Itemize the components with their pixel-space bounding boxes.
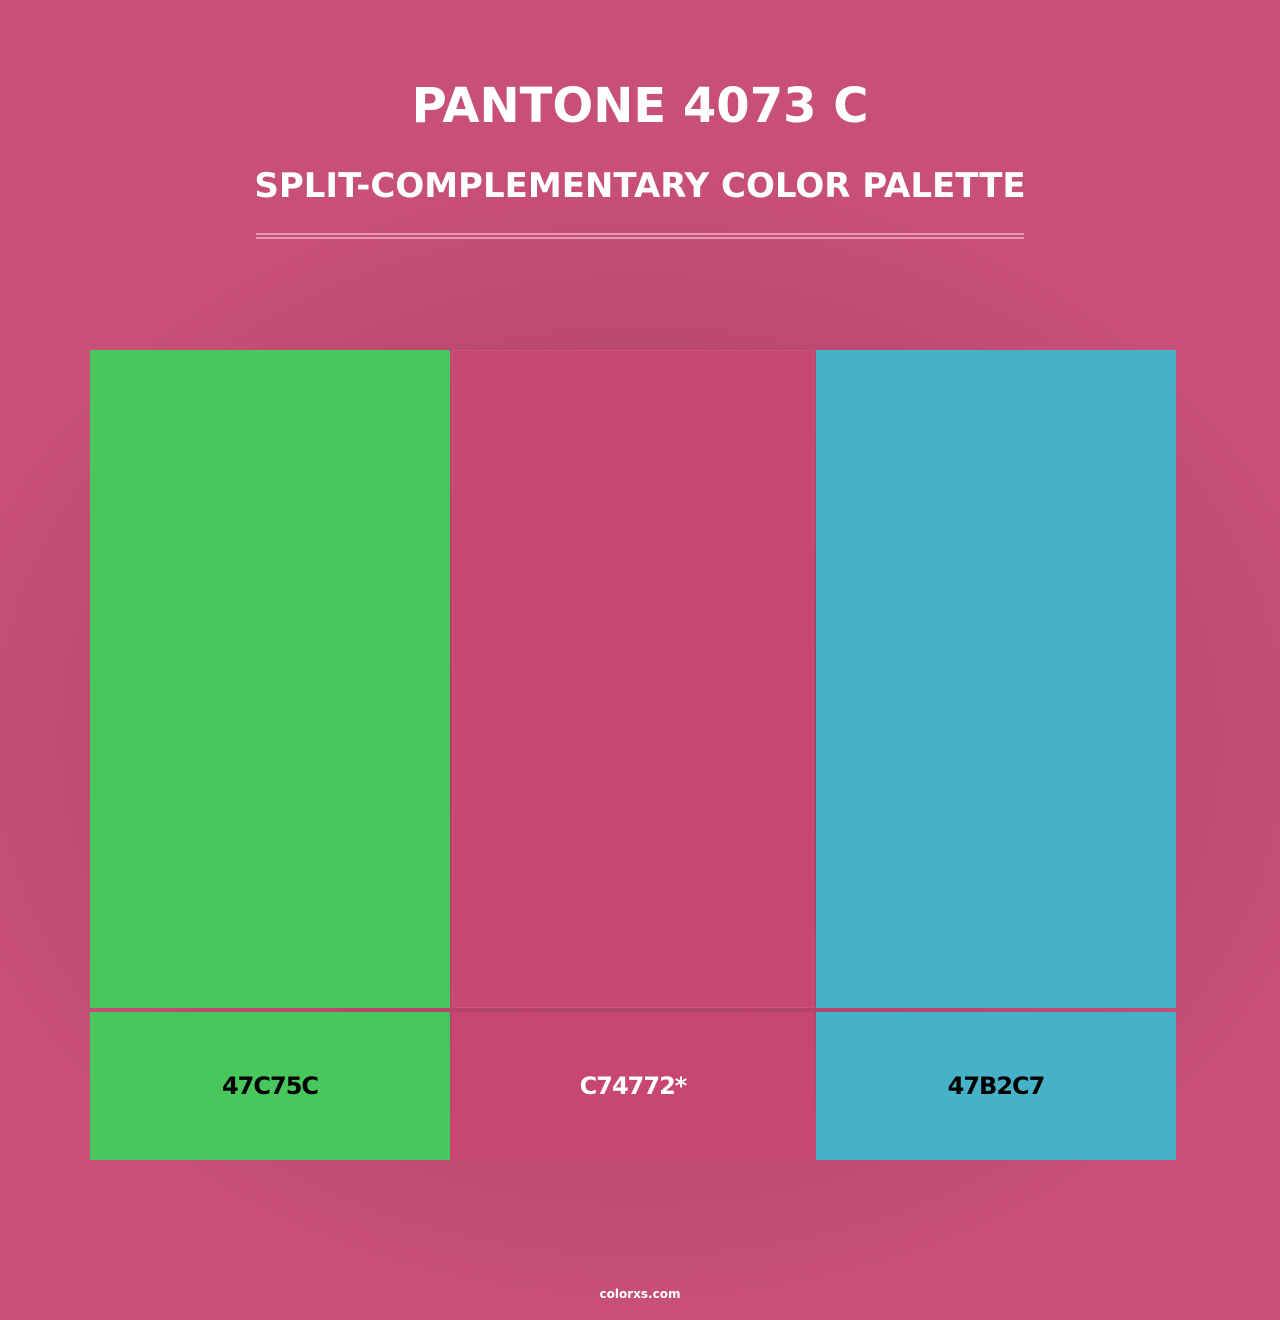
page-subtitle: SPLIT-COMPLEMENTARY COLOR PALETTE — [254, 166, 1026, 206]
color-code-2: C74772* — [452, 1012, 814, 1160]
divider-line — [256, 233, 1024, 235]
brand-footer: colorxs.com — [599, 1287, 681, 1301]
divider-line — [256, 237, 1024, 239]
color-swatch-2 — [452, 350, 814, 1008]
color-code-3: 47B2C7 — [816, 1012, 1176, 1160]
page-title: PANTONE 4073 C — [411, 78, 869, 134]
color-swatch-3 — [816, 350, 1176, 1008]
color-swatch-1 — [90, 350, 450, 1008]
color-code-1: 47C75C — [90, 1012, 450, 1160]
